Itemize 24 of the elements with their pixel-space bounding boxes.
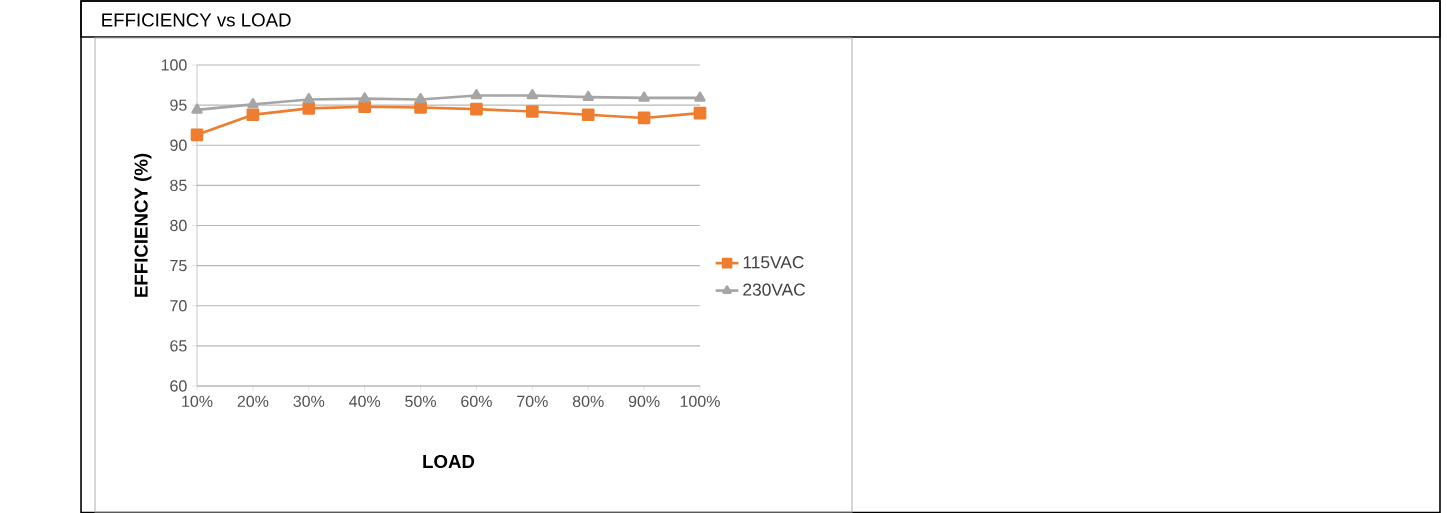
y-axis-title: EFFICIENCY (%) bbox=[134, 153, 152, 297]
y-tick-label: 85 bbox=[170, 179, 187, 192]
y-tick-label: 70 bbox=[170, 300, 187, 312]
x-axis-title: LOAD bbox=[423, 454, 475, 469]
y-tick-label: 80 bbox=[170, 219, 187, 232]
x-tick-label: 100% bbox=[680, 395, 720, 408]
legend-label: 230VAC bbox=[743, 283, 806, 296]
x-tick-label: 40% bbox=[349, 395, 381, 408]
x-tick-label: 50% bbox=[405, 395, 436, 408]
x-tick-label: 20% bbox=[237, 395, 269, 408]
x-tick-label: 60% bbox=[461, 395, 492, 408]
y-tick-label: 60 bbox=[170, 380, 187, 392]
y-tick-label: 95 bbox=[170, 99, 187, 111]
legend-label: 115VAC bbox=[743, 256, 804, 269]
x-tick-label: 70% bbox=[517, 395, 548, 408]
x-tick-label: 30% bbox=[293, 395, 325, 408]
x-tick-label: 10% bbox=[182, 395, 213, 408]
x-tick-label: 80% bbox=[572, 395, 604, 408]
y-tick-label: 65 bbox=[170, 340, 187, 352]
chart-title: EFFICIENCY vs LOAD bbox=[102, 13, 291, 27]
x-tick-label: 90% bbox=[628, 395, 660, 408]
y-tick-label: 75 bbox=[170, 260, 187, 272]
y-tick-label: 90 bbox=[170, 139, 187, 151]
y-tick-label: 100 bbox=[161, 59, 187, 71]
